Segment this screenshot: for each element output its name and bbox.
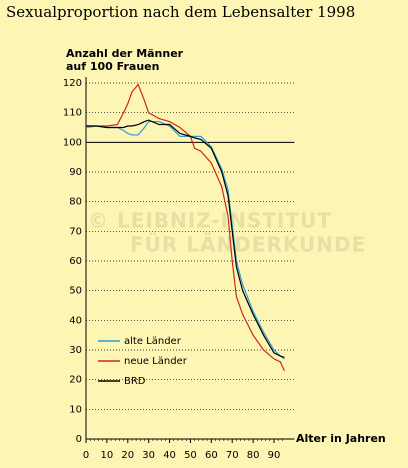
y-tick-label: 120 bbox=[63, 78, 82, 89]
x-tick-label: 50 bbox=[184, 450, 197, 461]
y-tick-label: 50 bbox=[69, 286, 82, 297]
y-axis-label: Anzahl der Männer bbox=[66, 47, 184, 60]
y-tick-label: 20 bbox=[69, 375, 82, 386]
x-tick-label: 40 bbox=[163, 450, 176, 461]
y-tick-label: 0 bbox=[76, 434, 82, 445]
x-axis-label: Alter in Jahren bbox=[296, 432, 386, 445]
legend-label: BRD bbox=[124, 376, 146, 387]
legend-label: neue Länder bbox=[124, 356, 188, 367]
y-tick-label: 60 bbox=[69, 256, 82, 267]
y-tick-label: 30 bbox=[69, 345, 82, 356]
watermark: FÜR LÄNDERKUNDE bbox=[130, 233, 366, 257]
y-tick-label: 90 bbox=[69, 167, 82, 178]
x-tick-label: 20 bbox=[121, 450, 134, 461]
x-tick-label: 90 bbox=[268, 450, 281, 461]
legend-label: alte Länder bbox=[124, 336, 182, 347]
x-tick-label: 80 bbox=[247, 450, 260, 461]
watermark: © LEIBNIZ-INSTITUT bbox=[88, 209, 332, 233]
y-axis-label: auf 100 Frauen bbox=[66, 60, 159, 73]
y-tick-label: 100 bbox=[63, 137, 82, 148]
y-tick-label: 110 bbox=[63, 108, 82, 119]
x-tick-label: 30 bbox=[142, 450, 155, 461]
y-tick-label: 10 bbox=[69, 404, 82, 415]
x-tick-label: 10 bbox=[101, 450, 114, 461]
chart-title: Sexualproportion nach dem Lebensalter 19… bbox=[6, 3, 355, 21]
y-tick-label: 80 bbox=[69, 197, 82, 208]
x-tick-label: 0 bbox=[83, 450, 89, 461]
series-line bbox=[86, 119, 285, 358]
y-tick-label: 40 bbox=[69, 315, 82, 326]
y-tick-label: 70 bbox=[69, 226, 82, 237]
x-tick-label: 70 bbox=[226, 450, 239, 461]
x-tick-label: 60 bbox=[205, 450, 218, 461]
